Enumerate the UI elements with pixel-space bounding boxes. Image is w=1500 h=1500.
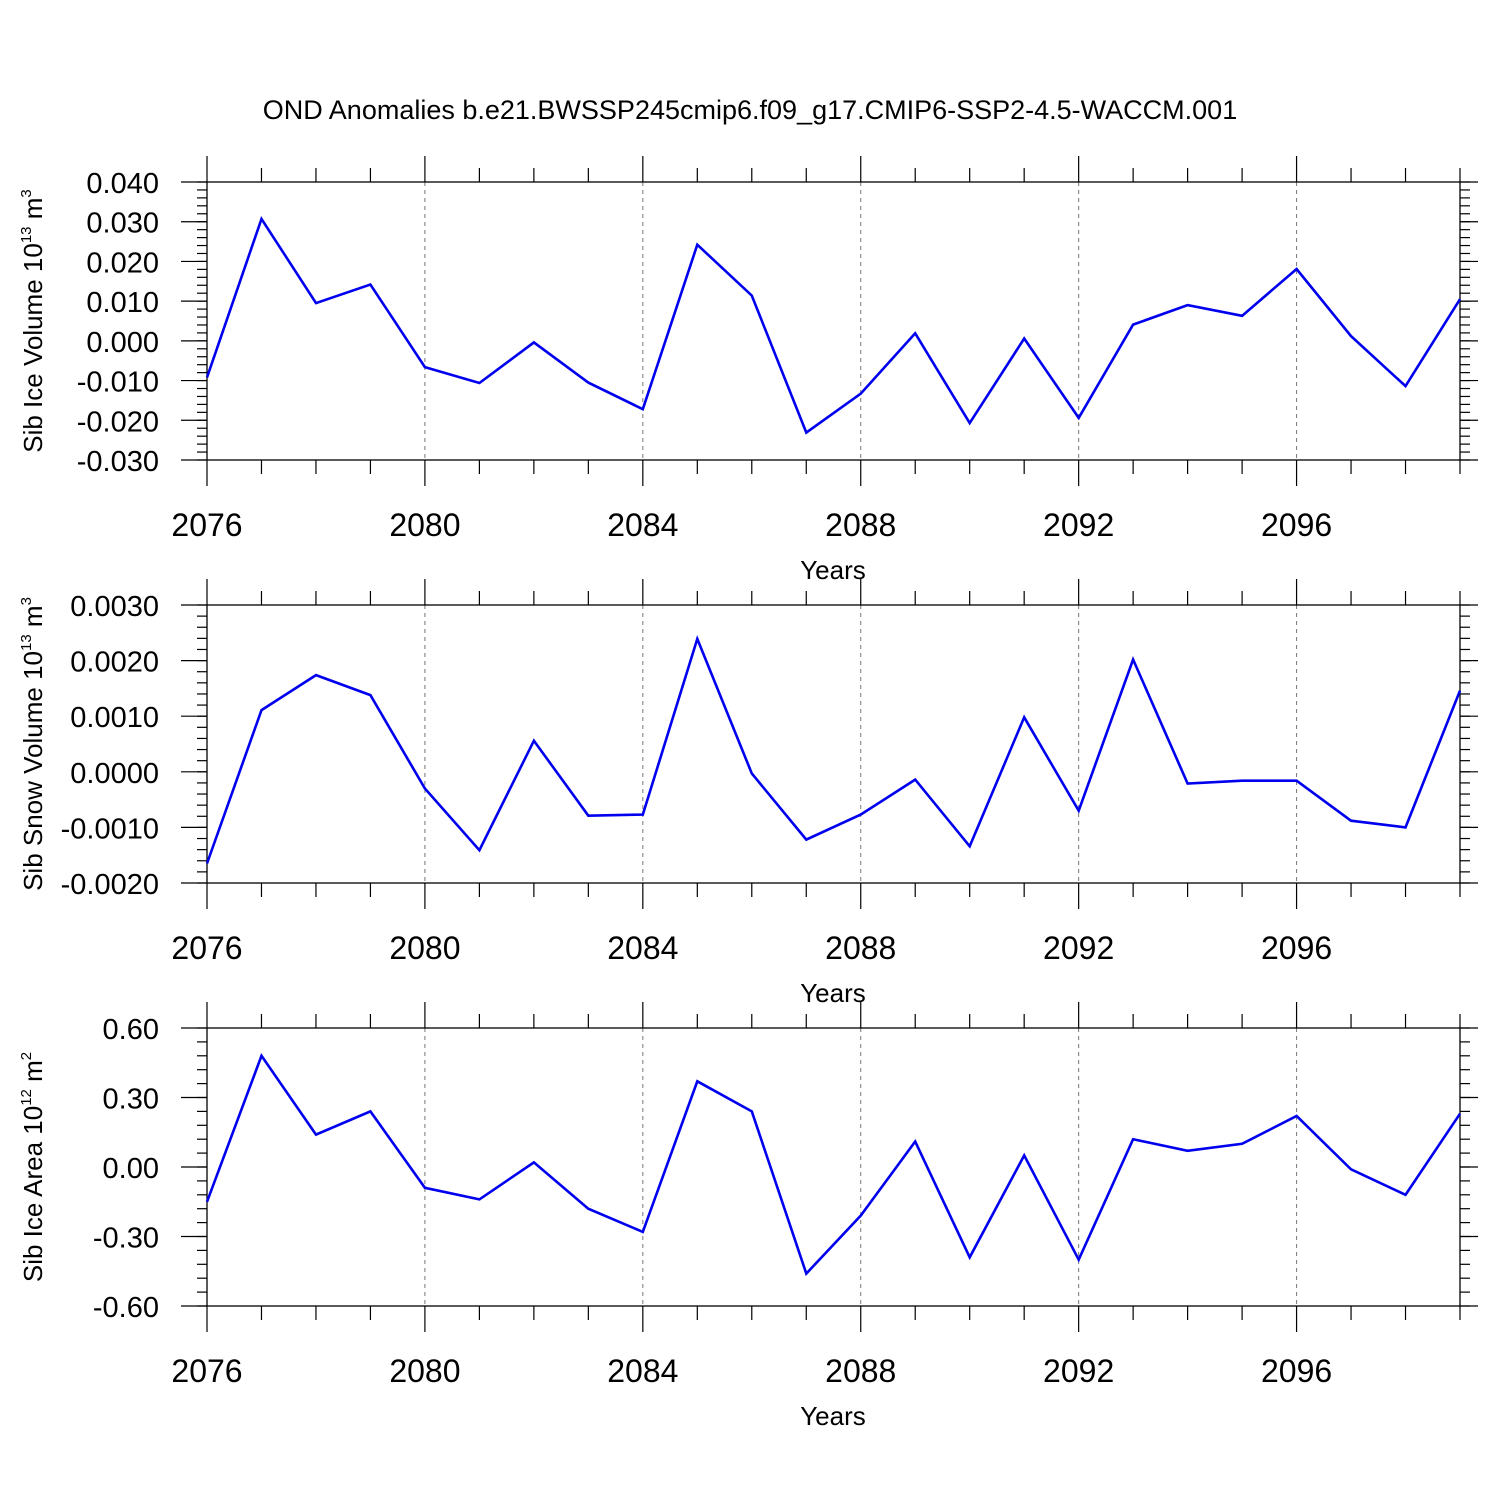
- y-axis-label-exponent: 13: [18, 226, 35, 243]
- plot-frame: [206, 1027, 1461, 1307]
- x-tick-label: 2088: [825, 507, 896, 543]
- x-tick-label: 2080: [389, 930, 460, 966]
- series-line-ice-area: [205, 1053, 1462, 1277]
- plot-frame: [206, 181, 1461, 461]
- x-tick-label: 2076: [171, 1353, 242, 1389]
- x-tick-label: 2076: [171, 930, 242, 966]
- plot-frame: [206, 604, 1461, 884]
- panel-ice-volume: -0.030 -0.020 -0.010 0.000 0.010 0.020 0.030 0.…: [18, 156, 1478, 585]
- y-tick-label: -0.30: [93, 1223, 159, 1255]
- y-tick-label: 0.010: [86, 287, 159, 319]
- y-tick-label: 0.040: [86, 168, 159, 200]
- y-axis-label-text: Sib Snow Volume 10: [18, 651, 48, 891]
- x-tick-label: 2076: [171, 507, 242, 543]
- panel-snow-volume: -0.0020 -0.0010 0.0000 0.0010 0.0020 0.0030 20…: [18, 579, 1478, 1008]
- x-axis-label: Years: [800, 1401, 866, 1431]
- y-tick-label: -0.60: [93, 1292, 159, 1324]
- y-tick-label: 0.0010: [70, 702, 159, 734]
- y-axis-label: Sib Ice Area 1012 m2: [18, 1052, 48, 1282]
- y-tick-label: 0.00: [103, 1153, 159, 1185]
- y-axis-label-unit-exponent: 3: [18, 597, 35, 605]
- y-tick-label: -0.0020: [61, 869, 159, 901]
- x-tick-label: 2092: [1043, 930, 1114, 966]
- y-axis-label-exponent: 12: [18, 1089, 35, 1106]
- y-axis-label-unit: m: [18, 605, 48, 634]
- series-line-snow-volume: [205, 635, 1462, 864]
- y-tick-label: 0.0020: [70, 647, 159, 679]
- x-tick-label: 2088: [825, 1353, 896, 1389]
- y-tick-label: -0.020: [77, 406, 159, 438]
- x-tick-label: 2096: [1261, 930, 1332, 966]
- y-tick-label: 0.60: [103, 1014, 159, 1046]
- x-tick-label: 2084: [607, 930, 678, 966]
- figure-title: OND Anomalies b.e21.BWSSP245cmip6.f09_g1…: [263, 95, 1237, 125]
- y-tick-label: 0.30: [103, 1084, 159, 1116]
- x-tick-label: 2088: [825, 930, 896, 966]
- y-axis-label-text: Sib Ice Volume 10: [18, 243, 48, 453]
- y-axis-label-exponent: 13: [18, 634, 35, 651]
- y-axis-label-unit-exponent: 2: [18, 1052, 35, 1060]
- x-tick-label: 2084: [607, 1353, 678, 1389]
- y-tick-label: 0.0030: [70, 591, 159, 623]
- x-axis-label: Years: [800, 555, 866, 585]
- y-tick-label: -0.010: [77, 367, 159, 399]
- y-axis-label: Sib Snow Volume 1013 m3: [18, 597, 48, 891]
- y-axis-label-text: Sib Ice Area 10: [18, 1106, 48, 1282]
- x-tick-label: 2096: [1261, 1353, 1332, 1389]
- y-axis-label-unit: m: [18, 198, 48, 227]
- x-axis-label: Years: [800, 978, 866, 1008]
- y-tick-label: 0.000: [86, 327, 159, 359]
- y-tick-label: 0.0000: [70, 758, 159, 790]
- panels: -0.030 -0.020 -0.010 0.000 0.010 0.020 0.030 0.…: [18, 156, 1478, 1431]
- x-tick-label: 2096: [1261, 507, 1332, 543]
- x-tick-label: 2092: [1043, 1353, 1114, 1389]
- y-tick-label: -0.030: [77, 446, 159, 478]
- y-tick-label: 0.030: [86, 208, 159, 240]
- x-tick-label: 2080: [389, 507, 460, 543]
- y-axis-label-unit-exponent: 3: [18, 189, 35, 197]
- y-tick-label: -0.0010: [61, 813, 159, 845]
- y-axis-label: Sib Ice Volume 1013 m3: [18, 189, 48, 453]
- y-tick-label: 0.020: [86, 247, 159, 279]
- x-tick-label: 2092: [1043, 507, 1114, 543]
- panel-ice-area: -0.60 -0.30 0.00 0.30 0.60 2076 2080 2084 2088 20…: [18, 1002, 1478, 1431]
- x-tick-label: 2084: [607, 507, 678, 543]
- series-line-ice-volume: [205, 215, 1462, 435]
- y-axis-label-unit: m: [18, 1060, 48, 1089]
- x-tick-label: 2080: [389, 1353, 460, 1389]
